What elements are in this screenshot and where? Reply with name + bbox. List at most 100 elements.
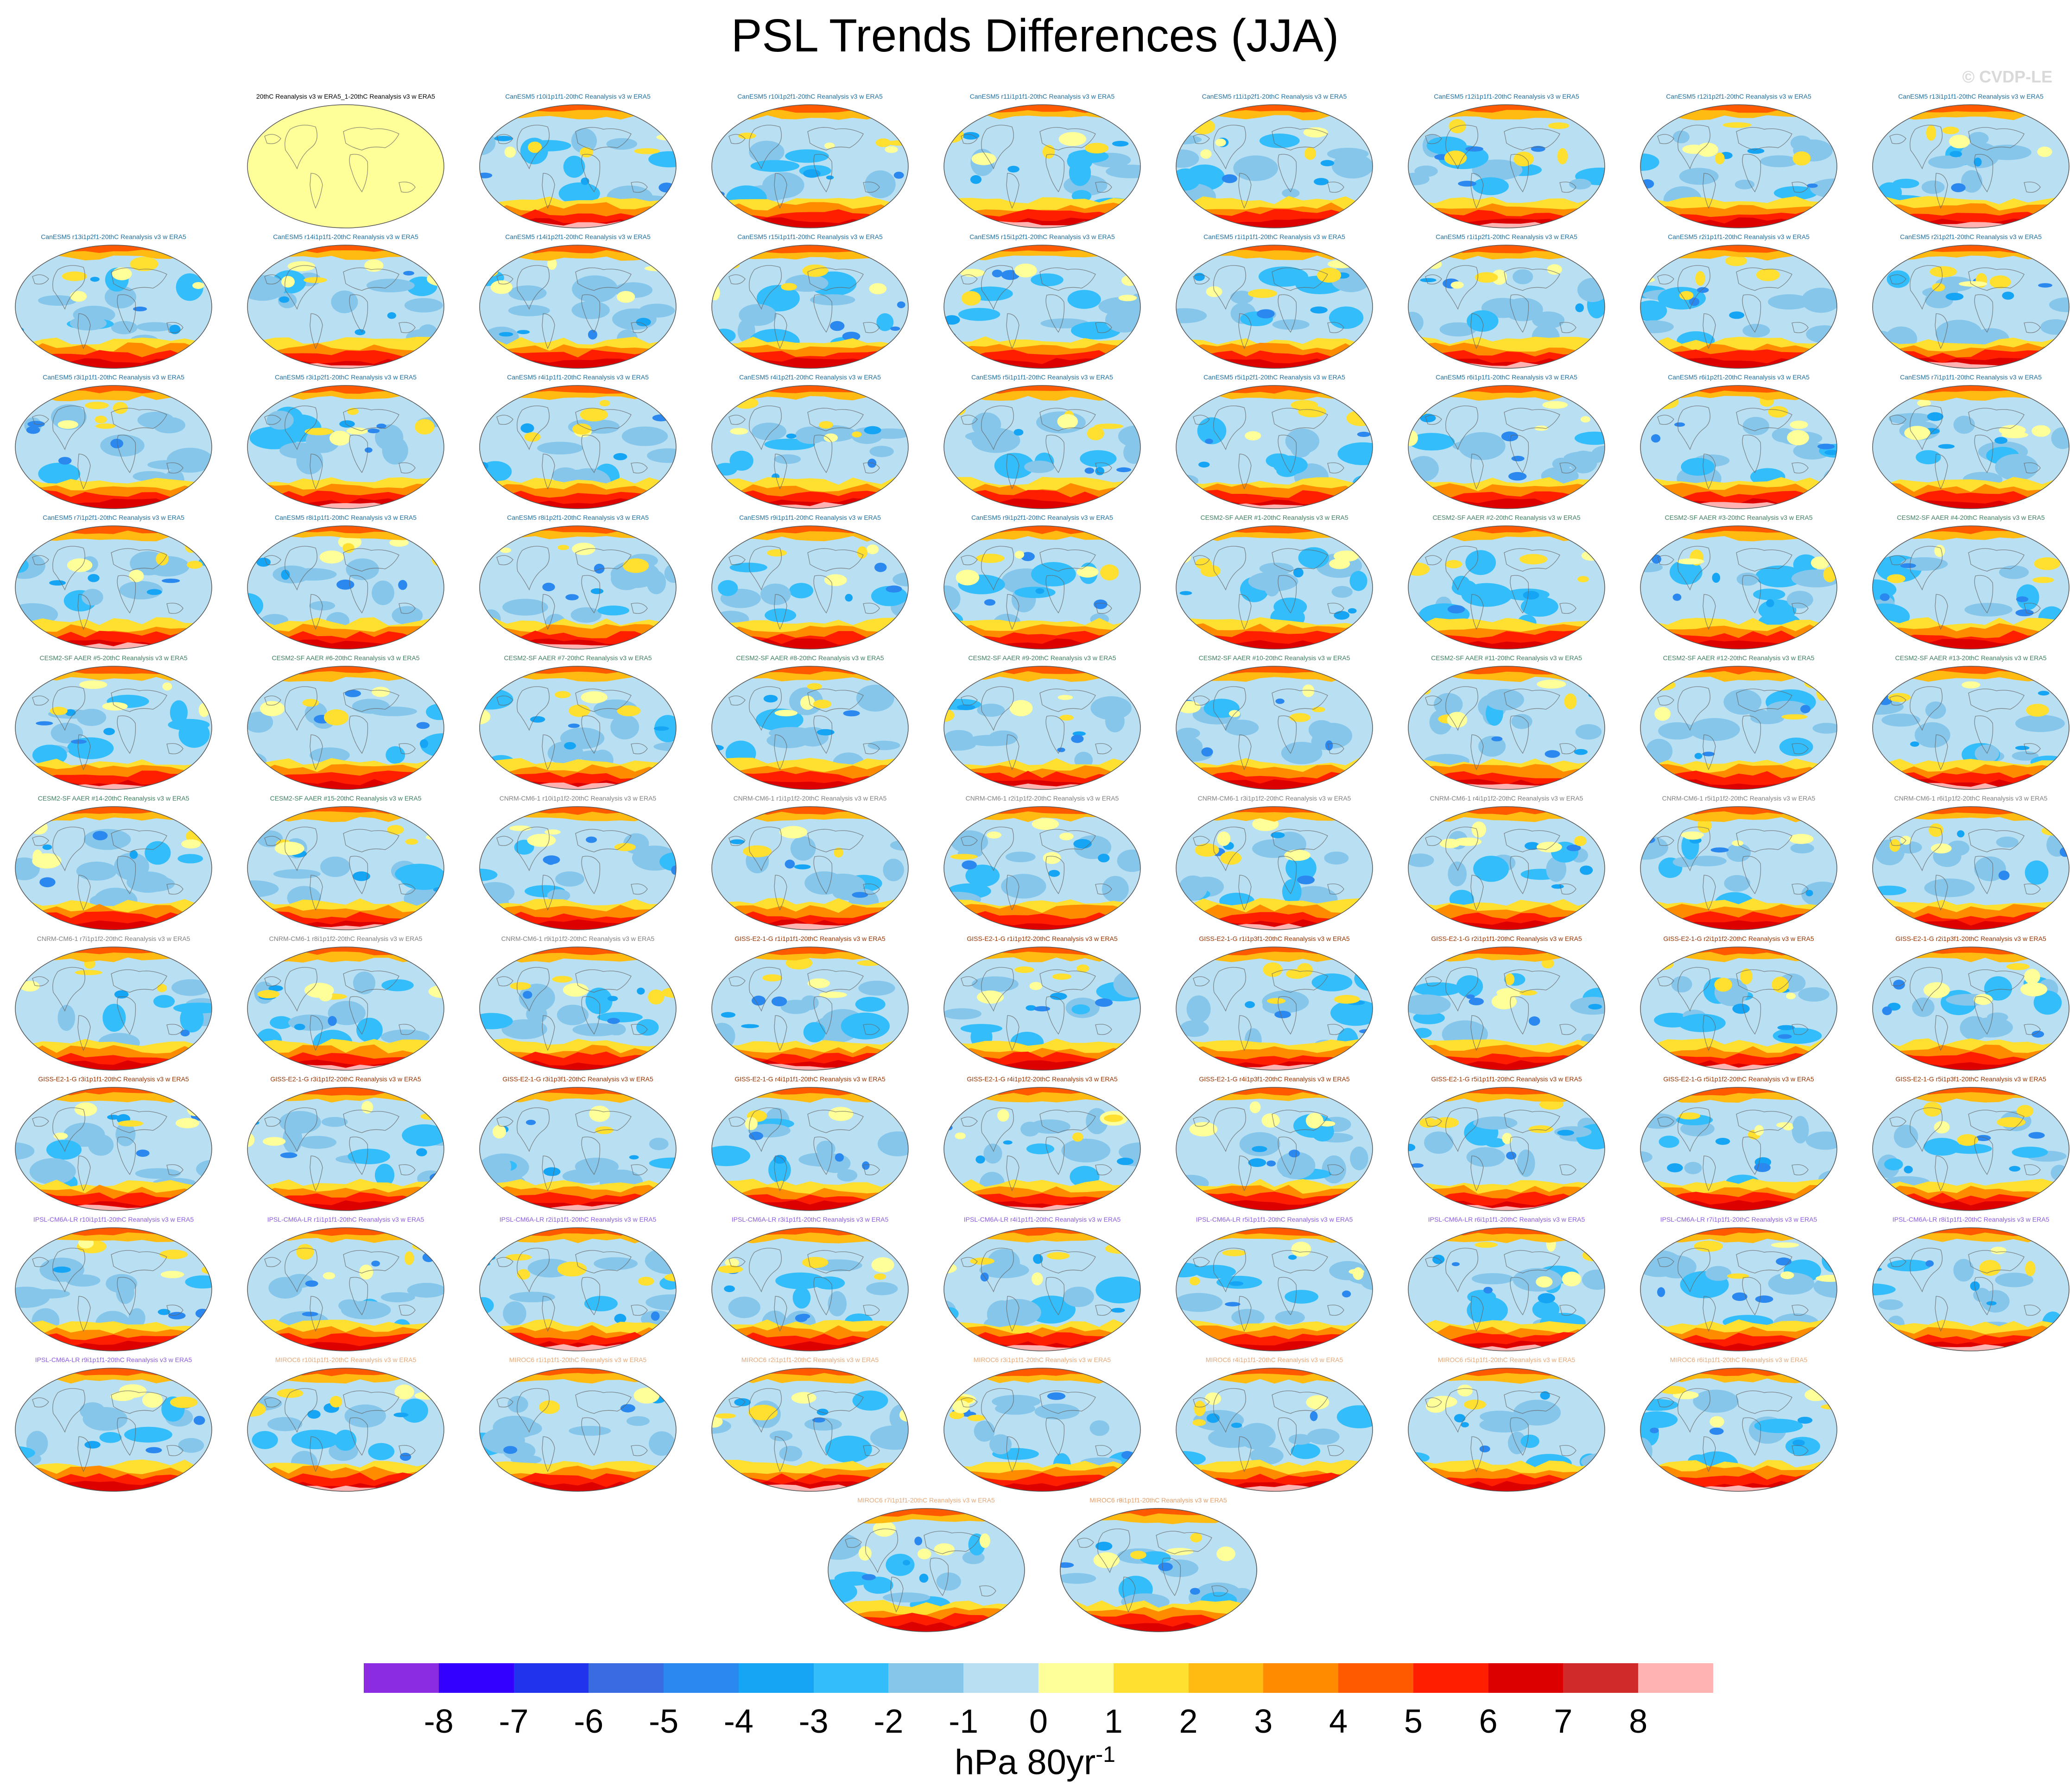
panel-label: CNRM-CM6-1 r10i1p1f2-20thC Reanalysis v3… (499, 795, 657, 802)
panel-label: GISS-E2-1-G r5i1p3f1-20thC Reanalysis v3… (1895, 1075, 2046, 1083)
world-map (15, 245, 212, 369)
panel-label: IPSL-CM6A-LR r7i1p1f1-20thC Reanalysis v… (1660, 1216, 1817, 1223)
panel-label: MIROC6 r8i1p1f1-20thC Reanalysis v3 w ER… (1089, 1496, 1227, 1504)
world-map (1872, 245, 2070, 369)
panel-label: CanESM5 r4i1p2f1-20thC Reanalysis v3 w E… (739, 373, 881, 381)
map-panel: GISS-E2-1-G r5i1p1f2-20thC Reanalysis v3… (1625, 1075, 1852, 1214)
world-map (247, 525, 444, 650)
world-map (1408, 946, 1605, 1071)
world-map (479, 1227, 677, 1351)
map-panel: IPSL-CM6A-LR r5i1p1f1-20thC Reanalysis v… (1161, 1216, 1388, 1355)
world-map (1176, 1227, 1373, 1351)
map-panel: CanESM5 r4i1p1f1-20thC Reanalysis v3 w E… (464, 373, 691, 512)
world-map (711, 1087, 909, 1211)
panel-label: CESM2-SF AAER #4-20thC Reanalysis v3 w E… (1897, 514, 2045, 521)
panel-label: CanESM5 r9i1p1f1-20thC Reanalysis v3 w E… (739, 514, 881, 521)
world-map (943, 946, 1141, 1071)
map-panel: CESM2-SF AAER #6-20thC Reanalysis v3 w E… (232, 654, 459, 793)
world-map (1640, 1087, 1837, 1211)
colorbar-box (1638, 1663, 1714, 1693)
world-map (1408, 1227, 1605, 1351)
map-panel: IPSL-CM6A-LR r10i1p1f1-20thC Reanalysis … (0, 1216, 227, 1355)
panel-label: MIROC6 r1i1p1f1-20thC Reanalysis v3 w ER… (509, 1356, 647, 1363)
panel-label: CanESM5 r8i1p2f1-20thC Reanalysis v3 w E… (507, 514, 649, 521)
map-panel: CanESM5 r1i1p2f1-20thC Reanalysis v3 w E… (1393, 233, 1620, 372)
world-map (1872, 525, 2070, 650)
panel-label: MIROC6 r5i1p1f1-20thC Reanalysis v3 w ER… (1437, 1356, 1576, 1363)
map-panel: CESM2-SF AAER #4-20thC Reanalysis v3 w E… (1857, 514, 2070, 653)
world-map (1640, 1227, 1837, 1351)
panel-label: CanESM5 r15i1p2f1-20thC Reanalysis v3 w … (969, 233, 1115, 240)
world-map (479, 1368, 677, 1492)
panel-label: CESM2-SF AAER #14-20thC Reanalysis v3 w … (38, 795, 190, 802)
panel-label: GISS-E2-1-G r4i1p1f2-20thC Reanalysis v3… (967, 1075, 1118, 1083)
world-map (711, 1368, 909, 1492)
world-map (943, 806, 1141, 930)
colorbar-units: hPa 80yr-1 (0, 1742, 2070, 1782)
world-map (479, 1087, 677, 1211)
colorbar-box (738, 1663, 814, 1693)
world-map (1872, 1227, 2070, 1351)
world-map (1872, 806, 2070, 930)
map-panel: CanESM5 r6i1p2f1-20thC Reanalysis v3 w E… (1625, 373, 1852, 512)
map-panel: CESM2-SF AAER #12-20thC Reanalysis v3 w … (1625, 654, 1852, 793)
panel-label: CanESM5 r14i1p1f1-20thC Reanalysis v3 w … (273, 233, 418, 240)
world-map (1872, 666, 2070, 790)
map-panel: GISS-E2-1-G r1i1p1f1-20thC Reanalysis v3… (696, 935, 924, 1074)
map-panel: CanESM5 r7i1p1f1-20thC Reanalysis v3 w E… (1857, 373, 2070, 512)
colorbar (364, 1663, 1714, 1694)
colorbar-tick-label: -3 (798, 1703, 829, 1740)
world-map (479, 385, 677, 509)
map-panel: CanESM5 r13i1p2f1-20thC Reanalysis v3 w … (0, 233, 227, 372)
map-panel: IPSL-CM6A-LR r8i1p1f1-20thC Reanalysis v… (1857, 1216, 2070, 1355)
map-panel: CESM2-SF AAER #2-20thC Reanalysis v3 w E… (1393, 514, 1620, 653)
map-panel: 20thC Reanalysis v3 w ERA5_1-20thC Reana… (232, 93, 459, 232)
panel-label: CESM2-SF AAER #12-20thC Reanalysis v3 w … (1663, 654, 1815, 662)
world-map (15, 946, 212, 1071)
panel-label: GISS-E2-1-G r2i1p1f1-20thC Reanalysis v3… (1431, 935, 1582, 942)
panel-label: IPSL-CM6A-LR r5i1p1f1-20thC Reanalysis v… (1196, 1216, 1353, 1223)
map-panel: CESM2-SF AAER #9-20thC Reanalysis v3 w E… (929, 654, 1156, 793)
panel-label: CanESM5 r7i1p1f1-20thC Reanalysis v3 w E… (1900, 373, 2042, 381)
panel-label: GISS-E2-1-G r1i1p3f1-20thC Reanalysis v3… (1199, 935, 1350, 942)
panel-label: MIROC6 r2i1p1f1-20thC Reanalysis v3 w ER… (741, 1356, 879, 1363)
colorbar-box (813, 1663, 889, 1693)
panel-label: CESM2-SF AAER #13-20thC Reanalysis v3 w … (1895, 654, 2047, 662)
panel-label: CanESM5 r1i1p1f1-20thC Reanalysis v3 w E… (1203, 233, 1345, 240)
colorbar-box (1113, 1663, 1189, 1693)
map-panel: CESM2-SF AAER #13-20thC Reanalysis v3 w … (1857, 654, 2070, 793)
map-panel: CNRM-CM6-1 r1i1p1f2-20thC Reanalysis v3 … (696, 795, 924, 934)
panel-label: GISS-E2-1-G r1i1p1f1-20thC Reanalysis v3… (734, 935, 886, 942)
map-panel: CNRM-CM6-1 r8i1p1f2-20thC Reanalysis v3 … (232, 935, 459, 1074)
world-map (1872, 1087, 2070, 1211)
map-panel: IPSL-CM6A-LR r6i1p1f1-20thC Reanalysis v… (1393, 1216, 1620, 1355)
map-panel: CanESM5 r5i1p2f1-20thC Reanalysis v3 w E… (1161, 373, 1388, 512)
map-panel: CanESM5 r4i1p2f1-20thC Reanalysis v3 w E… (696, 373, 924, 512)
world-map (1640, 1368, 1837, 1492)
map-panel: CanESM5 r11i1p1f1-20thC Reanalysis v3 w … (929, 93, 1156, 232)
map-panel: CNRM-CM6-1 r2i1p1f2-20thC Reanalysis v3 … (929, 795, 1156, 934)
world-map (1176, 104, 1373, 228)
map-panel: MIROC6 r5i1p1f1-20thC Reanalysis v3 w ER… (1393, 1356, 1620, 1495)
world-map (247, 806, 444, 930)
colorbar-box (438, 1663, 514, 1693)
world-map (1176, 806, 1373, 930)
world-map (15, 1087, 212, 1211)
map-panel: MIROC6 r3i1p1f1-20thC Reanalysis v3 w ER… (929, 1356, 1156, 1495)
panel-label: GISS-E2-1-G r4i1p3f1-20thC Reanalysis v3… (1199, 1075, 1350, 1083)
map-panel: GISS-E2-1-G r2i1p1f1-20thC Reanalysis v3… (1393, 935, 1620, 1074)
map-panel: GISS-E2-1-G r1i1p1f2-20thC Reanalysis v3… (929, 935, 1156, 1074)
panel-label: CanESM5 r12i1p2f1-20thC Reanalysis v3 w … (1666, 93, 1811, 100)
panel-label: CanESM5 r13i1p1f1-20thC Reanalysis v3 w … (1898, 93, 2044, 100)
world-map (1872, 104, 2070, 228)
world-map (1176, 666, 1373, 790)
world-map (15, 525, 212, 650)
panel-label: CNRM-CM6-1 r2i1p1f2-20thC Reanalysis v3 … (965, 795, 1119, 802)
world-map (479, 806, 677, 930)
map-panel: CanESM5 r5i1p1f1-20thC Reanalysis v3 w E… (929, 373, 1156, 512)
world-map (15, 385, 212, 509)
panel-label: CanESM5 r3i1p2f1-20thC Reanalysis v3 w E… (275, 373, 417, 381)
map-panel: GISS-E2-1-G r2i1p3f1-20thC Reanalysis v3… (1857, 935, 2070, 1074)
world-map (1408, 666, 1605, 790)
map-panel: CanESM5 r12i1p1f1-20thC Reanalysis v3 w … (1393, 93, 1620, 232)
